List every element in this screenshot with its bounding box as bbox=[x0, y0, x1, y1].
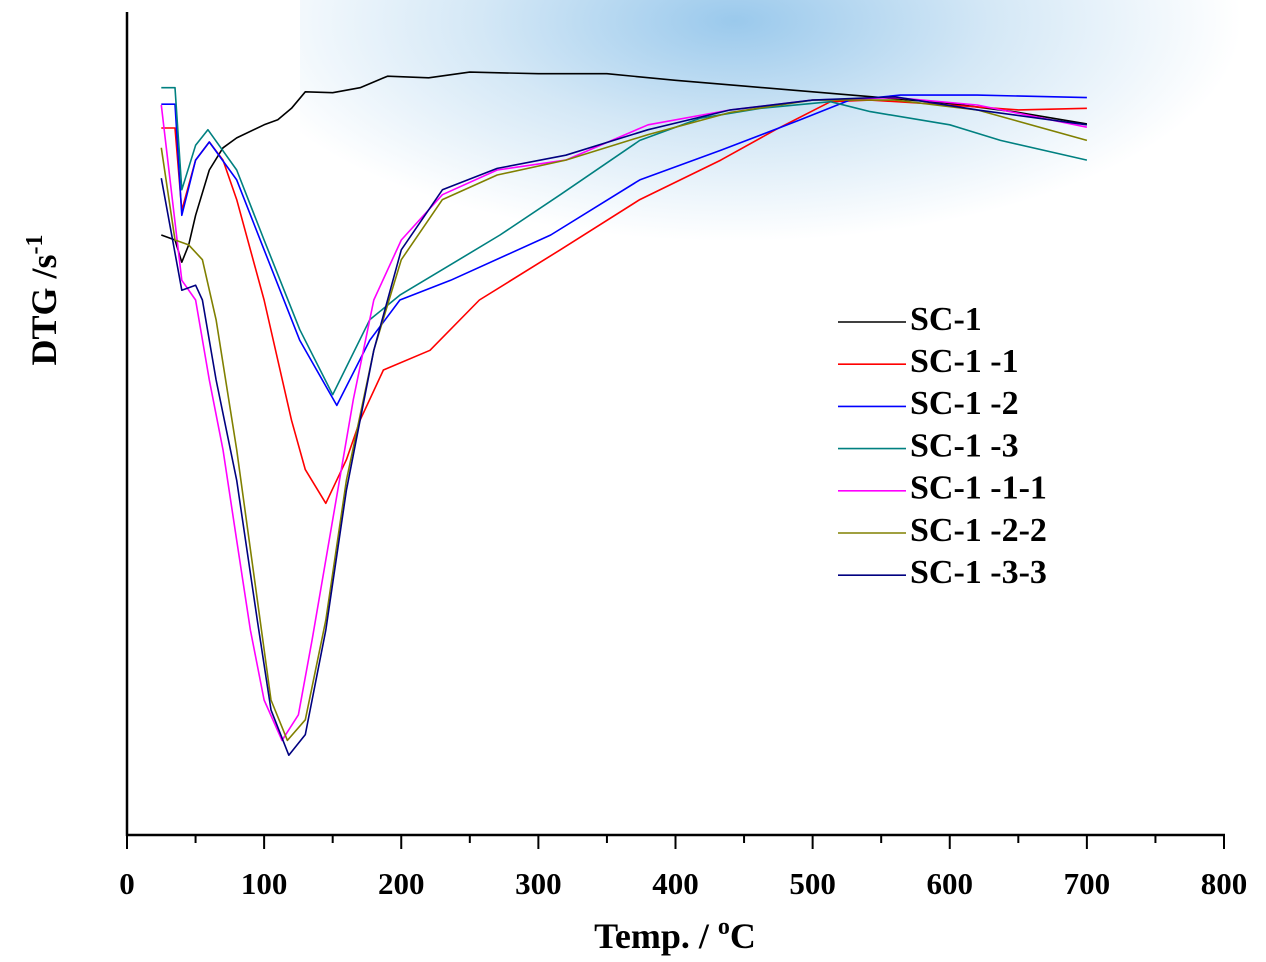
series-line bbox=[160, 99, 1088, 742]
x-tick-label: 800 bbox=[1201, 866, 1248, 901]
legend-label: SC-1 -2 bbox=[910, 385, 1019, 422]
y-title-text: DTG /s bbox=[24, 254, 64, 365]
legend-label: SC-1 -2-2 bbox=[910, 512, 1047, 549]
x-title-text: Temp. / bbox=[594, 916, 718, 956]
series-line bbox=[160, 96, 1088, 756]
sky-backdrop bbox=[300, 0, 1266, 420]
x-tick-label: 300 bbox=[515, 866, 562, 901]
y-axis-title: DTG /s-1 bbox=[22, 234, 65, 365]
x-tick-label: 200 bbox=[378, 866, 425, 901]
x-axis-title: Temp. / oC bbox=[594, 914, 756, 957]
series-line bbox=[161, 94, 1087, 407]
legend-label: SC-1 bbox=[910, 301, 982, 338]
x-title-sup: o bbox=[718, 914, 730, 940]
legend-label: SC-1 -1-1 bbox=[910, 470, 1047, 507]
x-tick-label: 100 bbox=[241, 866, 288, 901]
series-line bbox=[161, 86, 1088, 396]
x-tick-label: 0 bbox=[119, 866, 135, 901]
x-tick-label: 400 bbox=[652, 866, 699, 901]
legend-label: SC-1 -1 bbox=[910, 343, 1019, 380]
legend-label: SC-1 -3 bbox=[910, 427, 1019, 464]
x-tick-label: 600 bbox=[927, 866, 974, 901]
legend-label: SC-1 -3-3 bbox=[910, 554, 1047, 591]
y-title-sup: -1 bbox=[22, 234, 48, 254]
series-line bbox=[161, 71, 1088, 263]
x-tick-label: 500 bbox=[789, 866, 836, 901]
x-title-text: C bbox=[730, 916, 756, 956]
x-tick-label: 700 bbox=[1064, 866, 1111, 901]
